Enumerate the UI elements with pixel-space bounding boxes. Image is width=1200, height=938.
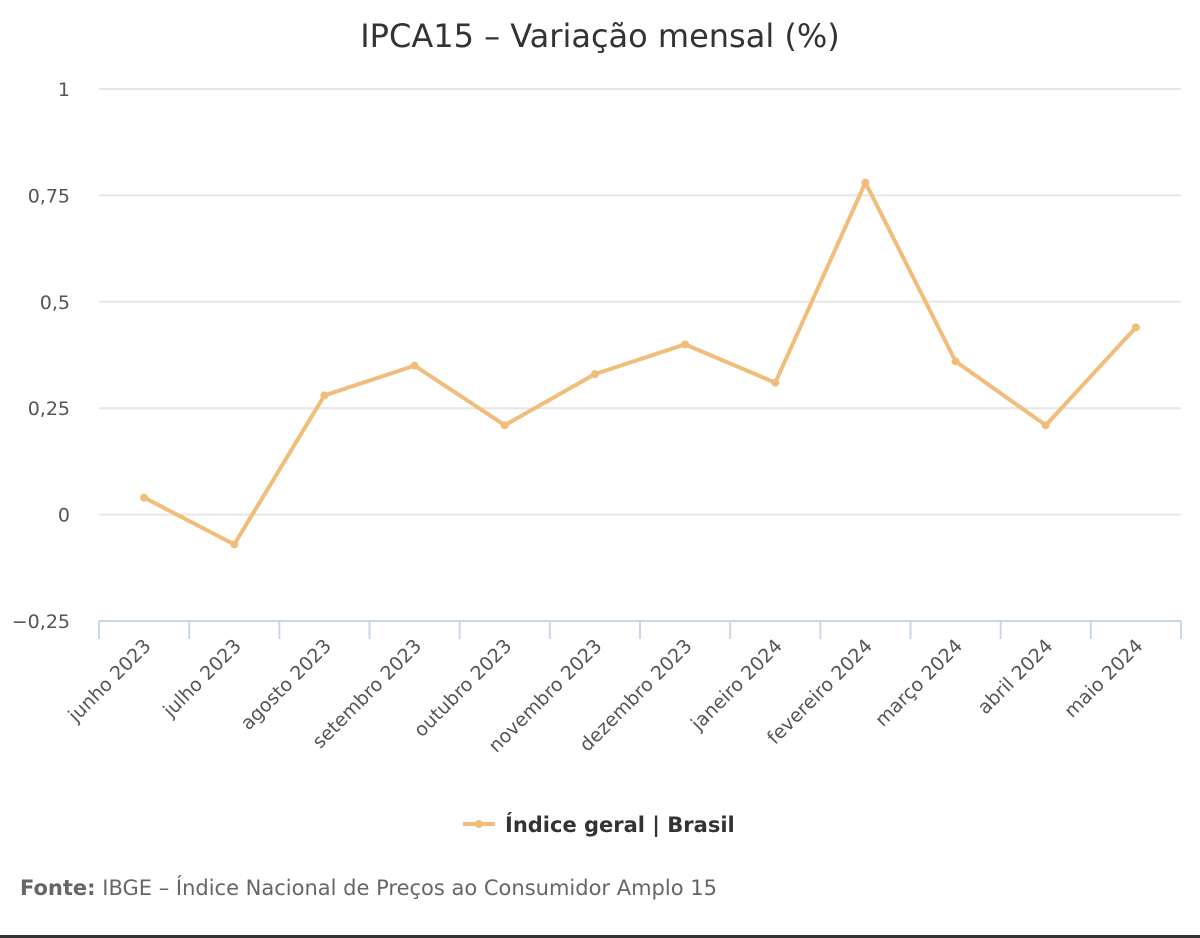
legend[interactable]: Índice geral | Brasil <box>463 812 735 838</box>
legend-label[interactable]: Índice geral | Brasil <box>505 812 735 838</box>
y-tick-label: 0,25 <box>28 398 70 420</box>
x-tick-label: junho 2023 <box>63 635 155 727</box>
data-point[interactable] <box>861 178 870 187</box>
series-lines <box>140 178 1140 549</box>
bottom-rule <box>0 935 1200 938</box>
x-tick-label: julho 2023 <box>158 635 245 722</box>
y-tick-label: 1 <box>58 79 70 101</box>
data-point[interactable] <box>500 421 509 430</box>
chart-title: IPCA15 – Variação mensal (%) <box>360 17 840 55</box>
data-point[interactable] <box>951 357 960 366</box>
line-chart: IPCA15 – Variação mensal (%) 1 0,75 0,5 0,2… <box>12 17 1182 838</box>
legend-marker-symbol <box>475 820 483 828</box>
data-point[interactable] <box>771 378 780 387</box>
x-tick-label: maio 2024 <box>1060 635 1147 722</box>
x-tick-label: janeiro 2024 <box>686 635 787 736</box>
data-point[interactable] <box>1041 421 1050 430</box>
data-point[interactable] <box>681 340 690 349</box>
data-point[interactable] <box>230 540 239 549</box>
x-tick-label: abril 2024 <box>974 635 1058 719</box>
series-line[interactable] <box>142 180 1138 547</box>
y-tick-label: 0 <box>58 505 70 527</box>
y-tick-label: 0,5 <box>40 292 70 314</box>
data-point[interactable] <box>320 391 329 400</box>
data-point[interactable] <box>590 370 599 379</box>
data-point[interactable] <box>1131 323 1140 332</box>
x-tick-label: agosto 2023 <box>236 635 335 734</box>
y-axis-ticks: 1 0,75 0,5 0,25 0 −0,25 <box>12 79 70 633</box>
grid-lines <box>99 88 1181 516</box>
source-label: Fonte: <box>20 876 96 900</box>
source-text: IBGE – Índice Nacional de Preços ao Cons… <box>102 876 717 900</box>
data-point[interactable] <box>140 493 149 502</box>
y-tick-label: 0,75 <box>28 185 70 207</box>
source-note: Fonte: IBGE – Índice Nacional de Preços … <box>20 876 717 900</box>
data-point[interactable] <box>410 361 419 370</box>
y-tick-label: −0,25 <box>12 611 70 633</box>
x-tick-label: março 2024 <box>871 635 967 731</box>
